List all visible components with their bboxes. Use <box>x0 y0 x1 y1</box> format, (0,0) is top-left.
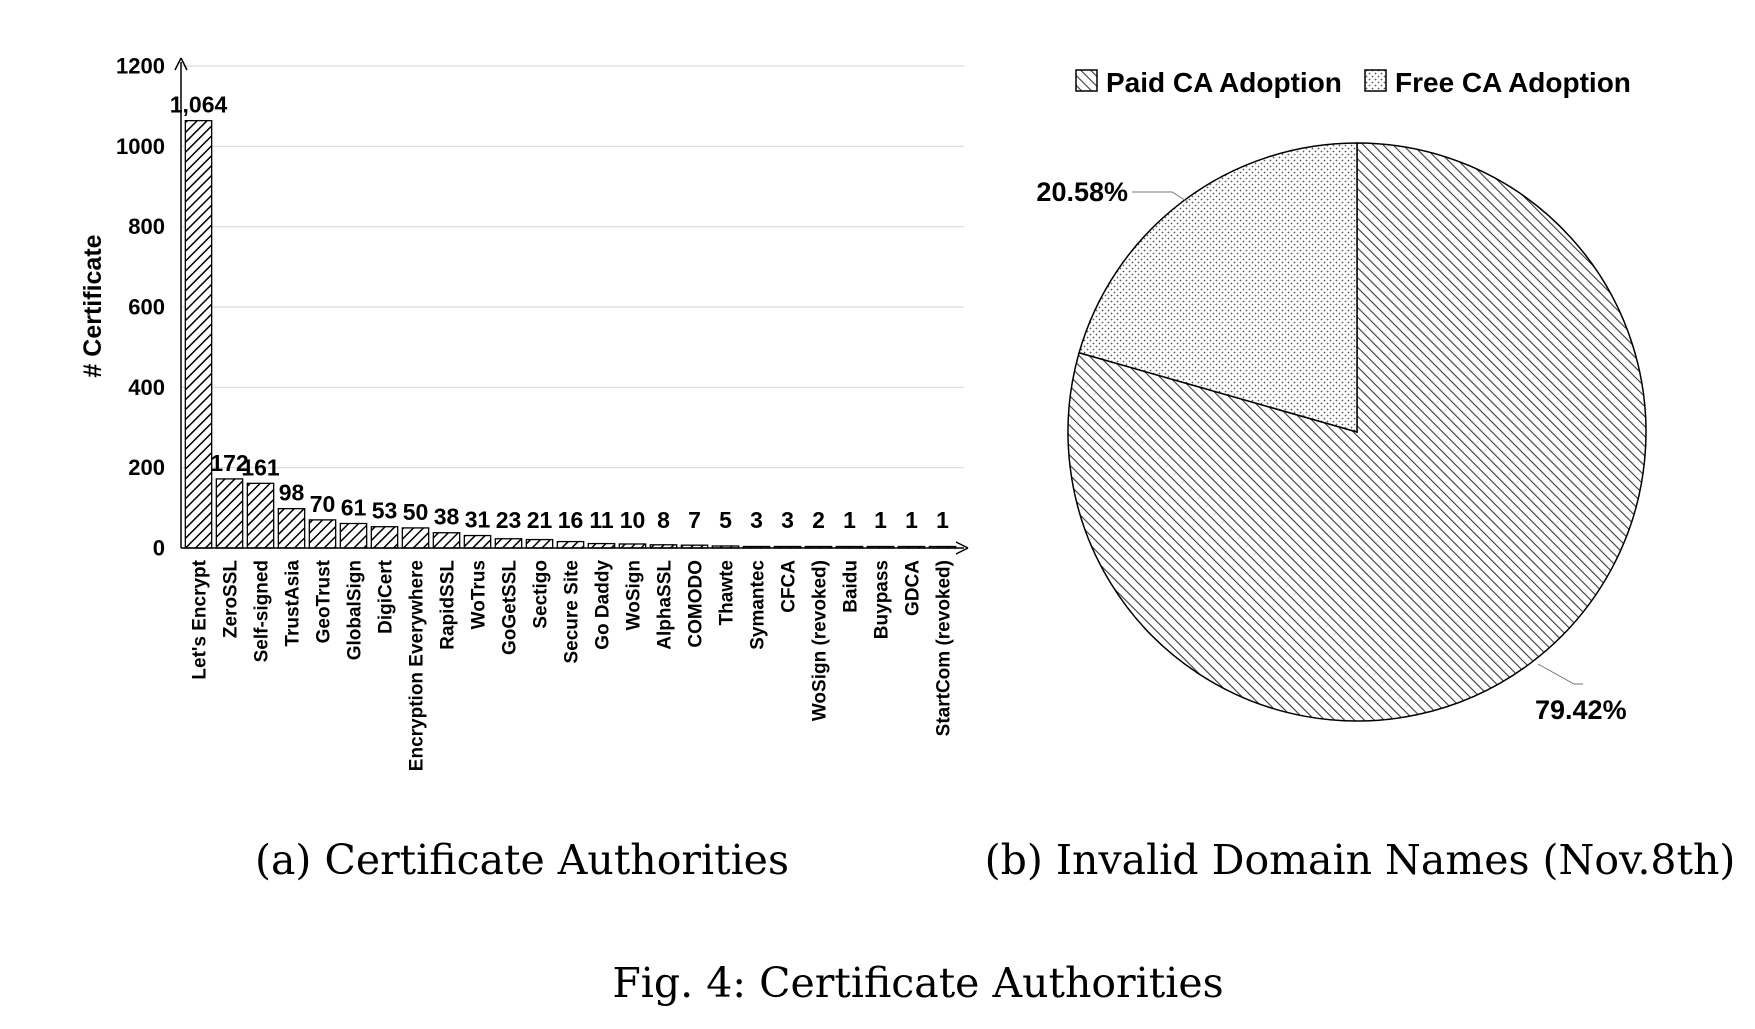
pie-label-free: 20.58% <box>1036 177 1128 207</box>
bar-data-label: 61 <box>341 494 367 520</box>
x-tick-label: Symantec <box>748 560 769 650</box>
pie-leader-paid <box>1537 663 1583 685</box>
bar-data-label: 98 <box>279 480 305 506</box>
bar <box>370 526 399 549</box>
bar-series <box>184 119 957 549</box>
caption-a: (a) Certificate Authorities <box>255 836 789 884</box>
legend-paid-label: Paid CA Adoption <box>1106 67 1342 98</box>
bar-data-label: 2 <box>812 507 825 533</box>
x-tick-label: CFCA <box>779 560 800 613</box>
bar-data-label: 38 <box>434 504 460 530</box>
bar-data-label: 1,064 <box>170 92 228 118</box>
bar-data-label: 11 <box>589 507 614 533</box>
x-tick-label: StartCom (revoked) <box>934 560 955 736</box>
bar <box>339 522 368 549</box>
x-tick-label: Encryption Everywhere <box>407 560 428 771</box>
pie-label-paid: 79.42% <box>1535 695 1627 725</box>
x-tick-label: AlphaSSL <box>655 560 676 650</box>
x-tick-label: GoGetSSL <box>500 560 521 655</box>
bar <box>308 519 337 549</box>
legend-free-label: Free CA Adoption <box>1395 67 1631 98</box>
x-tick-label: Let's Encrypt <box>190 559 211 679</box>
y-tick-label: 1200 <box>116 54 165 79</box>
caption-b: (b) Invalid Domain Names (Nov.8th) <box>985 836 1736 884</box>
bar <box>525 538 554 549</box>
bar-data-label: 70 <box>310 491 336 517</box>
bar-data-label: 10 <box>620 507 646 533</box>
bar-data-label: 1 <box>843 507 856 533</box>
x-tick-label: Baidu <box>841 560 862 613</box>
bar <box>401 527 430 549</box>
x-tick-label: Thawte <box>717 560 738 625</box>
y-axis-arrow <box>174 57 188 71</box>
x-tick-label: RapidSSL <box>438 560 459 650</box>
x-tick-label: Secure Site <box>562 560 583 664</box>
bar-data-label: 1 <box>936 507 949 533</box>
y-tick-label: 400 <box>128 375 165 400</box>
bar <box>463 534 492 549</box>
bar-data-label: 16 <box>558 507 584 533</box>
bar-data-label: 23 <box>496 507 522 533</box>
x-tick-label: Self-signed <box>252 560 273 662</box>
bar-data-label: 1 <box>905 507 918 533</box>
x-tick-label: Buypass <box>872 560 893 639</box>
y-tick-label: 0 <box>153 536 165 561</box>
x-tick-label: COMODO <box>686 560 707 648</box>
y-axis-label: # Certificate <box>79 234 107 377</box>
x-tick-label: GDCA <box>903 560 924 616</box>
bar-data-label: 5 <box>719 507 732 533</box>
bar <box>215 478 244 549</box>
bar-data-label: 3 <box>750 507 763 533</box>
x-tick-label: GeoTrust <box>314 559 335 643</box>
x-tick-label: Go Daddy <box>593 560 614 650</box>
bar-data-label: 31 <box>465 507 491 533</box>
bar <box>184 119 213 549</box>
x-tick-label: WoTrus <box>469 560 490 629</box>
bar-data-label: 50 <box>403 499 429 525</box>
bar-data-label: 1 <box>874 507 887 533</box>
pie-slice-free <box>1078 142 1358 433</box>
bar-data-label: 161 <box>241 454 280 480</box>
x-tick-label: TrustAsia <box>283 560 304 647</box>
x-tick-label: ZeroSSL <box>221 560 242 639</box>
y-tick-label: 800 <box>128 214 165 239</box>
bar-data-label: 7 <box>688 507 701 533</box>
x-tick-label: WoSign (revoked) <box>810 560 831 721</box>
bar-data-label: 21 <box>527 507 553 533</box>
legend-paid-swatch <box>1075 69 1098 92</box>
bar-data-label: 8 <box>657 507 670 533</box>
bar-y-tick-labels: 0 200 400 600 800 1000 1200 <box>116 54 165 561</box>
bar <box>432 532 461 549</box>
x-tick-label: Sectigo <box>531 560 552 629</box>
x-tick-label: WoSign <box>624 560 645 630</box>
y-tick-label: 600 <box>128 295 165 320</box>
bar <box>277 507 306 549</box>
pie-leader-free <box>1132 191 1189 203</box>
bar-data-label: 53 <box>372 498 398 524</box>
x-axis-arrow <box>955 541 969 555</box>
legend-free-swatch <box>1364 69 1387 92</box>
bar <box>494 538 523 549</box>
y-tick-label: 1000 <box>116 134 165 159</box>
bar <box>246 482 275 549</box>
bar-data-label: 172 <box>210 450 248 476</box>
figure-caption: Fig. 4: Certificate Authorities <box>612 959 1223 1007</box>
pie-chart: Paid CA Adoption Free CA Adoption 20.58%… <box>985 67 1736 884</box>
bar-data-label: 3 <box>781 507 794 533</box>
bar-category-labels: Let's Encrypt ZeroSSL Self-signed TrustAsia… <box>190 559 955 771</box>
x-tick-label: GlobalSign <box>345 560 366 660</box>
y-tick-label: 200 <box>128 455 165 480</box>
bar-gridlines <box>181 65 964 469</box>
x-tick-label: DigiCert <box>376 559 397 634</box>
bar <box>556 540 585 549</box>
